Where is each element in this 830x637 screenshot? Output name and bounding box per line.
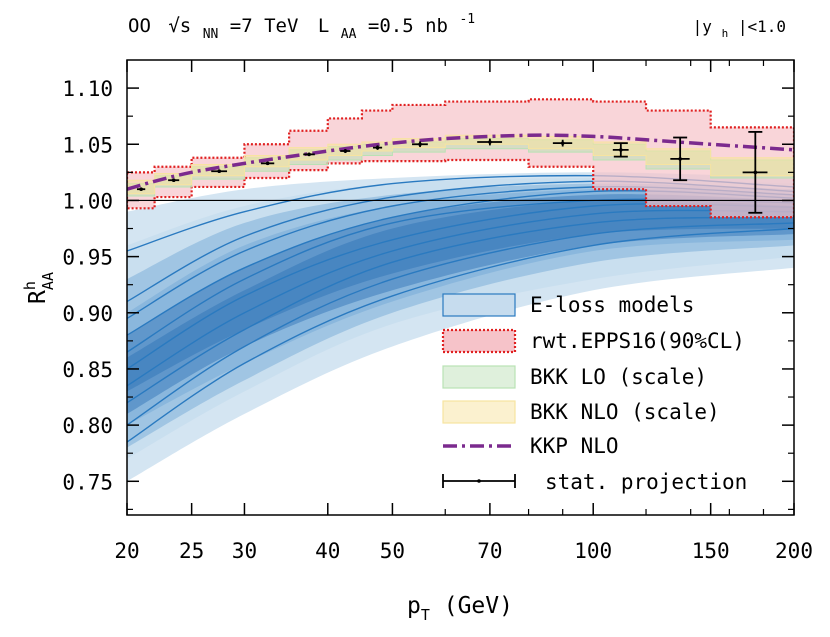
y-axis: 0.75 0.80 0.85 0.90 0.95 1.00 1.05 1.10: [62, 77, 794, 510]
eloss-band-1: [127, 178, 794, 459]
legend-swatch-bkk-nlo: [442, 400, 516, 424]
x-tick-label: 200: [775, 539, 813, 563]
legend-label-kkp: KKP NLO: [530, 434, 619, 458]
stat-point-8: [477, 138, 503, 146]
eloss-band-5: [127, 199, 794, 392]
y-tick-label: 0.80: [62, 414, 113, 438]
chart-header-right: |y h |<1.0: [693, 17, 786, 41]
plot-frame: [126, 59, 795, 516]
stat-point-5: [340, 148, 351, 154]
stat-point-7: [412, 141, 428, 148]
x-tick-label: 70: [477, 539, 502, 563]
chart-header-left: OO √s NN =7 TeV L AA =0.5 nb -1: [128, 12, 475, 43]
eloss-line-9: [127, 227, 794, 443]
x-tick-label: 150: [692, 539, 730, 563]
legend-label-bkk-lo: BKK LO (scale): [530, 365, 707, 389]
stat-point-9: [552, 139, 573, 147]
stat-point-0: [136, 187, 146, 191]
legend: E-loss models rwt.EPPS16(90%CL) BKK LO (…: [441, 293, 747, 494]
stat-point-1: [168, 178, 180, 183]
legend-stat-point: [477, 479, 481, 483]
stat-point-4: [303, 152, 315, 157]
eloss-line-8: [127, 222, 794, 426]
x-tick-label: 50: [380, 539, 405, 563]
stat-point-11: [670, 136, 690, 182]
stat-point-6: [372, 145, 383, 150]
legend-swatch-bkk-lo: [442, 365, 516, 389]
stat-point-3: [260, 161, 275, 166]
eloss-band-2: [127, 183, 794, 448]
x-axis: 20 25 30 40 50 70 100 150 200: [114, 60, 813, 563]
plot-area: [127, 98, 794, 482]
legend-label-eloss: E-loss models: [530, 293, 694, 317]
y-tick-label: 1.05: [62, 133, 113, 157]
stat-point-10: [612, 142, 629, 158]
x-tick-label: 30: [232, 539, 257, 563]
epps-band: [127, 98, 794, 219]
x-tick-label: 100: [574, 539, 612, 563]
y-axis-label: RhAA: [21, 272, 57, 304]
x-tick-label: 25: [179, 539, 204, 563]
legend-label-stat: stat. projection: [545, 470, 747, 494]
stat-projection: [136, 131, 768, 214]
y-tick-label: 0.90: [62, 302, 113, 326]
eloss-line-6: [127, 209, 794, 387]
legend-label-bkk-nlo: BKK NLO (scale): [530, 400, 720, 424]
kkp-nlo-curve: [127, 133, 794, 191]
y-tick-label: 1.00: [62, 189, 113, 213]
stat-point-12: [742, 131, 768, 214]
legend-swatch-eloss: [442, 293, 516, 317]
legend-label-epps: rwt.EPPS16(90%CL): [530, 329, 745, 353]
y-tick-label: 1.10: [62, 77, 113, 101]
x-axis-label: pT (GeV): [407, 593, 513, 624]
y-tick-label: 0.85: [62, 358, 113, 382]
y-tick-label: 0.75: [62, 470, 113, 494]
x-tick-label: 40: [315, 539, 340, 563]
kkp-line: [127, 133, 794, 191]
x-tick-label: 20: [114, 539, 139, 563]
eloss-line-7: [127, 216, 794, 404]
legend-swatch-epps: [441, 328, 517, 354]
stat-point-2: [211, 169, 228, 174]
y-tick-label: 0.95: [62, 246, 113, 270]
eloss-band-4: [127, 194, 794, 414]
epps-band-area: [127, 98, 794, 219]
eloss-bands: [127, 172, 794, 482]
